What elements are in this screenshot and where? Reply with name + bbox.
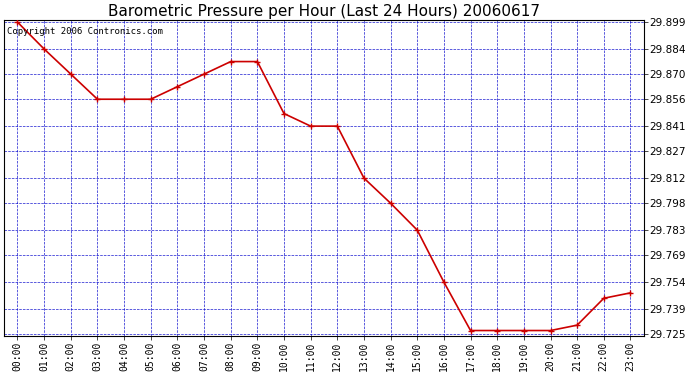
Text: Copyright 2006 Contronics.com: Copyright 2006 Contronics.com xyxy=(8,27,164,36)
Title: Barometric Pressure per Hour (Last 24 Hours) 20060617: Barometric Pressure per Hour (Last 24 Ho… xyxy=(108,4,540,19)
